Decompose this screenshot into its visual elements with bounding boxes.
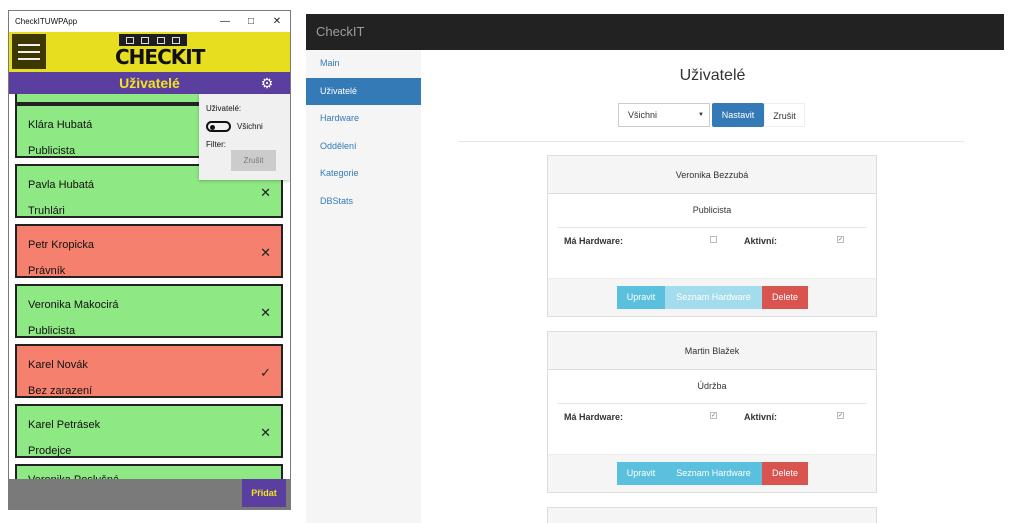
edit-button[interactable]: Upravit xyxy=(617,462,665,485)
list-item-name: Veronika Makocirá xyxy=(28,299,119,311)
binding-failures-icon[interactable] xyxy=(172,36,181,44)
user-card-props: Má Hardware: Aktivní: ✓ xyxy=(548,228,876,278)
hardware-list-button[interactable]: Seznam Hardware xyxy=(665,286,762,309)
nav-item-users[interactable]: Uživatelé xyxy=(306,77,421,105)
user-card-role: Publicista xyxy=(692,205,732,215)
list-item-name: Klára Hubatá xyxy=(28,119,93,131)
divider xyxy=(558,403,866,404)
cross-icon: ✕ xyxy=(260,185,271,200)
app-header: CHECKIT xyxy=(9,32,290,72)
track-focus-icon[interactable] xyxy=(156,36,165,44)
page-title-bar: Uživatelé ⚙ xyxy=(9,72,290,94)
list-item[interactable]: Petr Kropicka Právník ✕ xyxy=(15,224,283,278)
main-content: Uživatelé Všichni ▼ Nastavit Zrušit Vero… xyxy=(421,50,1004,523)
delete-button[interactable]: Delete xyxy=(762,462,808,485)
has-hardware-checkbox xyxy=(710,236,717,243)
clear-filter-button[interactable]: Zrušit xyxy=(231,150,276,171)
divider xyxy=(459,141,964,142)
page-title: Uživatelé xyxy=(119,75,180,91)
list-item-name: Pavla Hubatá xyxy=(28,179,95,191)
bottom-command-bar: Přidat xyxy=(9,479,290,509)
list-item[interactable]: Karel Petrásek Prodejce ✕ xyxy=(15,404,283,458)
window-title: CheckITUWPApp xyxy=(15,17,78,26)
set-filter-button[interactable]: Nastavit xyxy=(712,103,764,127)
active-label: Aktivní: xyxy=(744,412,778,422)
add-button[interactable]: Přidat xyxy=(242,479,286,507)
nav-item-hardware[interactable]: Hardware xyxy=(320,113,360,123)
cancel-filter-button[interactable]: Zrušit xyxy=(764,103,805,127)
cross-icon: ✕ xyxy=(260,305,271,320)
minimize-icon[interactable]: — xyxy=(220,16,230,27)
delete-button[interactable]: Delete xyxy=(762,286,808,309)
users-filter-label: Uživatelé: xyxy=(206,104,242,113)
list-item-position: Právník xyxy=(28,265,66,277)
list-item-position: Bez zarazení xyxy=(28,385,93,397)
user-card-actions: Upravit Seznam Hardware Delete xyxy=(548,454,876,492)
list-item-name: Petr Kropicka xyxy=(28,239,95,251)
user-card: Martin Blažek Údržba Má Hardware: ✓ Akti… xyxy=(547,331,877,493)
list-item-position: Publicista xyxy=(28,325,76,337)
edit-button[interactable]: Upravit xyxy=(617,286,665,309)
user-card: Veronika Bezzubá Publicista Má Hardware:… xyxy=(547,155,877,317)
toggle-label: Všichni xyxy=(237,122,263,131)
nav-item-categories[interactable]: Kategorie xyxy=(320,168,359,178)
select-value: Všichni xyxy=(628,110,658,120)
debug-toolbar[interactable] xyxy=(119,34,187,46)
filter-label: Filter: xyxy=(206,140,226,149)
active-checkbox: ✓ xyxy=(837,236,844,243)
select-element-icon[interactable] xyxy=(125,36,134,44)
maximize-icon[interactable]: □ xyxy=(247,16,255,27)
filter-popup: Uživatelé: Všichni Filter: Zrušit xyxy=(199,94,290,180)
user-filter-select[interactable]: Všichni ▼ xyxy=(618,103,710,127)
hardware-list-button[interactable]: Seznam Hardware xyxy=(665,462,762,485)
brand-link[interactable]: CheckIT xyxy=(316,24,365,39)
window-titlebar: CheckITUWPApp — □ ✕ xyxy=(9,11,290,32)
list-item[interactable]: Karel Novák Bez zarazení ✓ xyxy=(15,344,283,398)
list-item-name: Karel Petrásek xyxy=(28,419,101,431)
cross-icon: ✕ xyxy=(260,425,271,440)
hamburger-menu-button[interactable] xyxy=(12,34,46,69)
close-icon[interactable]: ✕ xyxy=(272,16,282,27)
web-app: CheckIT Main Uživatelé Hardware Oddělení… xyxy=(306,14,1004,523)
page-heading: Uživatelé xyxy=(679,67,746,84)
list-item-name: Karel Novák xyxy=(28,359,88,371)
nav-item-departments[interactable]: Oddělení xyxy=(320,140,357,151)
user-card-name xyxy=(548,508,876,523)
user-card-actions: Upravit Seznam Hardware Delete xyxy=(548,278,876,316)
chevron-down-icon: ▼ xyxy=(698,112,704,118)
nav-item-dbstats[interactable]: DBStats xyxy=(320,195,354,206)
has-hardware-label: Má Hardware: xyxy=(564,236,624,246)
user-card xyxy=(547,507,877,523)
display-layout-icon[interactable] xyxy=(141,36,150,44)
top-navbar: CheckIT xyxy=(306,14,1004,50)
app-logo: CHECKIT xyxy=(115,45,205,69)
nav-item-main[interactable]: Main xyxy=(320,58,340,68)
cross-icon: ✕ xyxy=(260,245,271,260)
user-card-role: Údržba xyxy=(697,381,727,391)
user-card-props: Má Hardware: ✓ Aktivní: ✓ xyxy=(548,404,876,454)
list-item[interactable]: Veronika Makocirá Publicista ✕ xyxy=(15,284,283,338)
list-item-position: Prodejce xyxy=(28,445,72,457)
uwp-window: CheckITUWPApp — □ ✕ CHECKIT Uživatelé ⚙ … xyxy=(8,10,291,510)
has-hardware-checkbox: ✓ xyxy=(710,412,717,419)
side-nav: Main Uživatelé Hardware Oddělení Kategor… xyxy=(306,50,421,523)
has-hardware-label: Má Hardware: xyxy=(564,412,624,422)
gear-icon[interactable]: ⚙ xyxy=(260,75,274,91)
user-card-name: Martin Blažek xyxy=(548,332,876,370)
all-users-toggle[interactable] xyxy=(206,121,231,132)
list-item-position: Publicista xyxy=(28,145,76,157)
user-card-name: Veronika Bezzubá xyxy=(548,156,876,194)
check-icon: ✓ xyxy=(260,365,271,380)
list-item-position: Truhlári xyxy=(28,205,65,217)
divider xyxy=(558,227,866,228)
active-checkbox: ✓ xyxy=(837,412,844,419)
active-label: Aktivní: xyxy=(744,236,778,246)
